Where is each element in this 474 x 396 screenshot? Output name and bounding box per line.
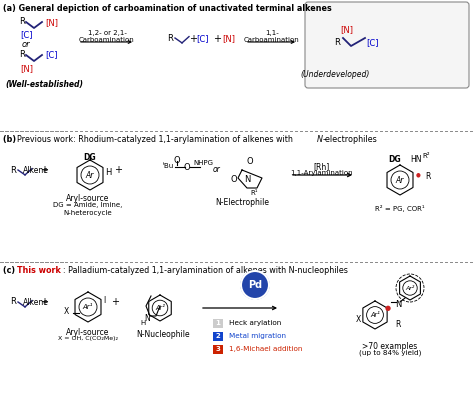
Text: X: X [356,315,361,324]
Text: X: X [64,307,69,316]
Text: Ar: Ar [86,171,94,179]
Text: [N]: [N] [20,64,33,73]
Text: (Well-established): (Well-established) [5,80,83,89]
Text: (up to 84% yield): (up to 84% yield) [359,350,421,356]
Text: N-heterocycle: N-heterocycle [64,210,112,216]
Text: DG: DG [84,153,96,162]
Text: Previous work: Rhodium-catalyzed 1,1-arylamination of alkenes with: Previous work: Rhodium-catalyzed 1,1-ary… [17,135,295,144]
Text: [C]: [C] [366,38,379,47]
Text: R: R [425,172,431,181]
Text: R² = PG, COR¹: R² = PG, COR¹ [375,205,425,212]
Text: +: + [213,34,221,44]
Text: R: R [395,320,401,329]
Text: N: N [244,175,250,184]
FancyBboxPatch shape [213,345,223,354]
Text: 1,6-Michael addition: 1,6-Michael addition [229,346,302,352]
Text: 1: 1 [216,320,220,326]
Text: 1,1-
Carboamination: 1,1- Carboamination [244,30,300,43]
Text: DG: DG [389,155,401,164]
Text: H: H [140,320,146,326]
Text: Ar: Ar [396,175,404,185]
Text: ᵗBu: ᵗBu [164,163,174,169]
Text: N-Electrophile: N-Electrophile [215,198,269,207]
Text: N-Nucleophile: N-Nucleophile [136,330,190,339]
Text: Heck arylation: Heck arylation [229,320,281,326]
Text: Alkene: Alkene [23,166,49,175]
Text: DG = Amide, Imine,: DG = Amide, Imine, [53,202,123,208]
Text: Ar²: Ar² [155,305,165,311]
Text: [N]: [N] [340,25,354,34]
Text: [Rh]: [Rh] [314,162,330,171]
Text: R¹: R¹ [250,190,258,196]
Text: 1,1-Arylamination: 1,1-Arylamination [291,170,353,176]
Text: R: R [19,17,25,26]
Text: or: or [22,40,30,49]
Text: -electrophiles: -electrophiles [323,135,378,144]
FancyBboxPatch shape [213,332,223,341]
Text: Aryl-source: Aryl-source [66,194,109,203]
Text: (a) General depiction of carboamination of unactivated terminal alkenes: (a) General depiction of carboamination … [3,4,332,13]
Text: ●: ● [416,173,420,177]
Text: Ar¹: Ar¹ [370,312,380,318]
Text: NHPG: NHPG [193,160,213,166]
Text: R: R [19,50,25,59]
Text: [N]: [N] [45,18,58,27]
Text: +: + [189,34,197,44]
Text: +: + [114,165,122,175]
Text: >70 examples: >70 examples [363,342,418,351]
Text: I: I [103,296,105,305]
Text: X = OH, C(CO₂Me)₂: X = OH, C(CO₂Me)₂ [58,336,118,341]
Text: O: O [184,163,191,172]
Text: O: O [246,157,253,166]
Text: N: N [144,314,150,323]
Text: Ar²: Ar² [405,286,415,291]
Text: Ar¹: Ar¹ [83,304,93,310]
Text: [C]: [C] [197,34,209,43]
Text: [N]: [N] [222,34,236,43]
Text: [C]: [C] [45,50,57,59]
Text: Metal migration: Metal migration [229,333,286,339]
Text: N: N [317,135,323,144]
Text: (c): (c) [3,266,18,275]
Text: Alkene: Alkene [23,298,49,307]
Text: This work: This work [17,266,61,275]
Text: (b): (b) [3,135,19,144]
Text: : Palladium-catalyzed 1,1-arylamination of alkenes with N-nucleophiles: : Palladium-catalyzed 1,1-arylamination … [63,266,348,275]
Text: 3: 3 [216,346,220,352]
Text: Pd: Pd [248,280,262,290]
Text: O: O [231,175,237,184]
Circle shape [241,271,269,299]
Text: or: or [213,165,221,174]
Text: ●: ● [385,305,391,311]
Text: 1,2- or 2,1-
Carboamination: 1,2- or 2,1- Carboamination [79,30,135,43]
Text: R: R [334,38,340,47]
Text: Aryl-source: Aryl-source [66,328,109,337]
Text: H: H [105,168,111,177]
Text: O: O [173,156,180,165]
Text: +: + [40,297,48,307]
Text: R²: R² [422,153,430,159]
Text: R: R [167,34,173,42]
Text: 2: 2 [216,333,220,339]
Text: HN: HN [410,155,422,164]
Text: R: R [10,297,16,307]
Text: R: R [10,166,16,175]
Text: +: + [111,297,119,307]
FancyBboxPatch shape [213,319,223,328]
FancyBboxPatch shape [305,2,469,88]
Text: (Underdeveloped): (Underdeveloped) [301,70,370,79]
Text: N: N [395,300,401,309]
Text: [C]: [C] [20,30,33,39]
Text: +: + [40,165,48,175]
